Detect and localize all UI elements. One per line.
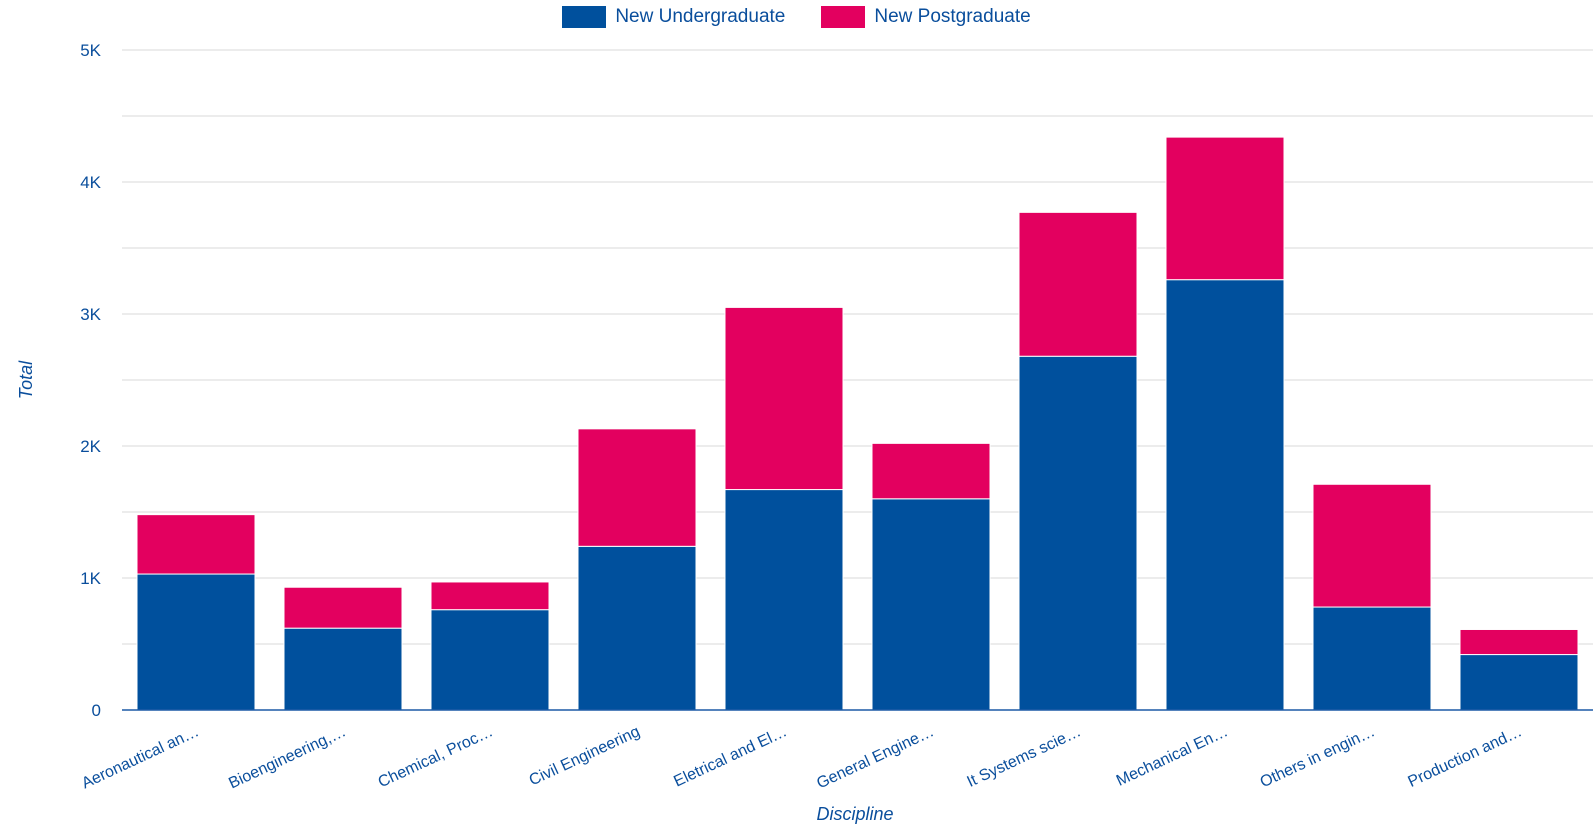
y-tick-labels: 0 1K 2K 3K 4K 5K <box>80 41 101 720</box>
bar-postgraduate[interactable] <box>871 442 991 500</box>
bar-postgraduate[interactable] <box>430 581 550 611</box>
y-tick-label: 2K <box>80 437 101 456</box>
legend-label-undergraduate: New Undergraduate <box>615 6 786 27</box>
x-tick-labels: Aeronautical an… Bioengineering,… Chemical… <box>79 723 1524 792</box>
legend-swatch-undergraduate <box>562 6 607 28</box>
bar-undergraduate[interactable] <box>1165 279 1285 711</box>
bar-postgraduate[interactable] <box>577 428 697 547</box>
bar-undergraduate[interactable] <box>871 498 991 711</box>
y-tick-label: 4K <box>80 173 101 192</box>
legend-swatch-postgraduate <box>821 6 866 28</box>
bar-postgraduate[interactable] <box>1312 483 1432 608</box>
bar-undergraduate[interactable] <box>1312 606 1432 711</box>
y-tick-label: 1K <box>80 569 101 588</box>
bar-undergraduate[interactable] <box>283 627 403 711</box>
legend-label-postgraduate: New Postgraduate <box>874 6 1031 27</box>
x-tick-label: Eletrical and El… <box>671 723 789 790</box>
y-axis-title: Total <box>16 360 36 399</box>
x-tick-label: General Engine… <box>814 723 936 792</box>
x-axis-title: Discipline <box>816 804 893 824</box>
bar-undergraduate[interactable] <box>430 609 550 711</box>
bar-postgraduate[interactable] <box>1459 628 1579 656</box>
y-tick-label: 3K <box>80 305 101 324</box>
x-tick-label: Aeronautical an… <box>79 723 201 792</box>
bar-undergraduate[interactable] <box>136 573 256 711</box>
bar-postgraduate[interactable] <box>1018 211 1138 357</box>
legend: New Undergraduate New Postgraduate <box>0 6 1593 28</box>
legend-item-postgraduate[interactable]: New Postgraduate <box>821 6 1031 28</box>
y-tick-label: 5K <box>80 41 101 60</box>
bar-undergraduate[interactable] <box>1459 654 1579 711</box>
bar-postgraduate[interactable] <box>136 514 256 575</box>
x-tick-label: Mechanical En… <box>1114 723 1231 790</box>
y-tick-label: 0 <box>92 701 101 720</box>
bar-undergraduate[interactable] <box>724 489 844 711</box>
x-tick-label: Chemical, Proc… <box>376 723 496 791</box>
bar-postgraduate[interactable] <box>283 586 403 629</box>
bars <box>136 136 1579 711</box>
bar-postgraduate[interactable] <box>1165 136 1285 281</box>
x-tick-label: Production and… <box>1405 723 1524 791</box>
x-tick-label: Others in engin… <box>1258 723 1378 791</box>
x-tick-label: It Systems scie… <box>965 723 1084 791</box>
bar-undergraduate[interactable] <box>577 545 697 711</box>
gridlines <box>122 49 1593 645</box>
x-tick-label: Civil Engineering <box>527 723 643 789</box>
bar-undergraduate[interactable] <box>1018 355 1138 711</box>
x-tick-label: Bioengineering,… <box>226 723 348 792</box>
bar-postgraduate[interactable] <box>724 306 844 491</box>
legend-item-undergraduate[interactable]: New Undergraduate <box>562 6 785 28</box>
